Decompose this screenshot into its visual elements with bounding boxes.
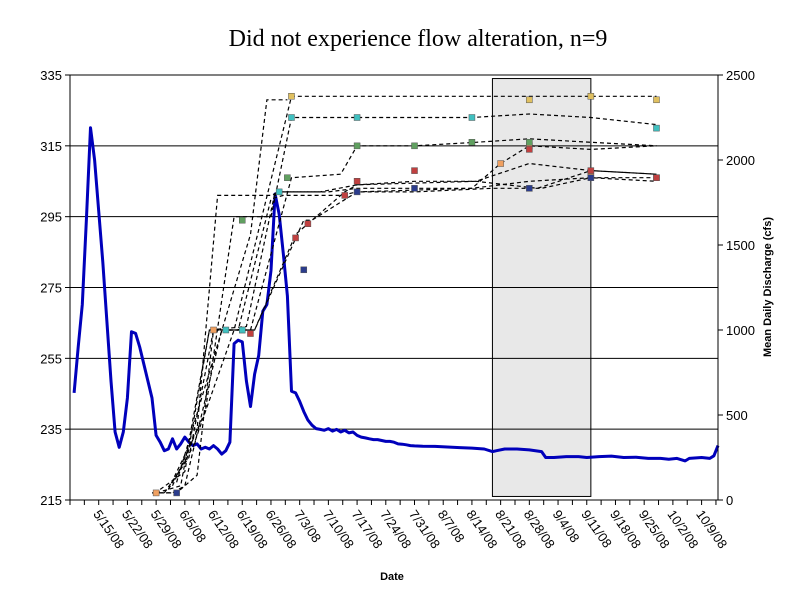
marker-2: [353, 188, 361, 196]
y-left-tick-label: 275: [40, 281, 62, 296]
discharge-layer: [72, 126, 720, 463]
marker-5: [411, 142, 418, 150]
marker-6: [587, 93, 595, 100]
track-line-3: [155, 145, 657, 494]
marker-2: [300, 266, 308, 274]
marker-1: [497, 160, 504, 167]
track-line-4: [159, 162, 657, 490]
discharge-line: [72, 126, 720, 463]
y-right-tick-label: 1000: [726, 323, 755, 338]
y-right-tick-label: 2000: [726, 153, 755, 168]
track-line-8: [176, 99, 288, 483]
y-right-tick-label: 0: [726, 493, 733, 508]
marker-5: [284, 174, 291, 181]
marker-6: [288, 93, 295, 100]
marker-2: [587, 174, 595, 181]
marker-3: [411, 167, 418, 174]
marker-3: [292, 234, 299, 242]
marker-5: [468, 139, 476, 146]
y-left-tick-label: 315: [40, 139, 62, 154]
marker-5: [526, 139, 533, 146]
marker-3: [341, 192, 349, 199]
marker-4: [468, 114, 476, 121]
track-line-7: [171, 113, 657, 487]
marker-3: [353, 178, 361, 185]
marker-2: [411, 185, 418, 192]
gridlines-layer: [70, 74, 718, 501]
y-left-tick-label: 215: [40, 493, 62, 508]
marker-4: [353, 114, 361, 121]
marker-1: [152, 489, 160, 497]
marker-4: [288, 114, 295, 121]
marker-6: [653, 96, 660, 104]
chart-title: Did not experience flow alteration, n=9: [229, 26, 608, 52]
marker-2: [173, 489, 180, 497]
y-left-tick-label: 295: [40, 210, 62, 225]
y-right-tick-label: 500: [726, 408, 748, 423]
marker-4: [275, 188, 283, 196]
y-right-tick-label: 2500: [726, 68, 755, 83]
x-axis-label: Date: [380, 571, 404, 583]
markers-layer: [152, 93, 660, 497]
marker-5: [239, 216, 246, 224]
y-left-tick-label: 335: [40, 68, 62, 83]
marker-3: [247, 330, 254, 337]
marker-1: [210, 326, 217, 334]
marker-4: [653, 124, 660, 132]
marker-5: [353, 142, 361, 150]
y-axis-right-label: Mean Daily Discharge (cfs): [762, 217, 774, 357]
y-left-tick-label: 235: [40, 422, 62, 437]
y-left-tick-label: 255: [40, 351, 62, 366]
marker-4: [222, 326, 230, 334]
track-line-9: [167, 95, 657, 490]
marker-3: [526, 146, 533, 153]
marker-3: [304, 220, 312, 227]
marker-6: [526, 96, 533, 104]
y-right-tick-label: 1500: [726, 238, 755, 253]
axes-layer: 215 235 255 275 295 315 335 0 500 1000 1500 2000 250…: [40, 68, 755, 551]
marker-3: [587, 167, 595, 174]
track-line-1: [152, 177, 657, 494]
marker-4: [239, 326, 246, 334]
marker-3: [653, 174, 660, 181]
marker-2: [526, 185, 533, 192]
track-line-5: [163, 138, 657, 494]
